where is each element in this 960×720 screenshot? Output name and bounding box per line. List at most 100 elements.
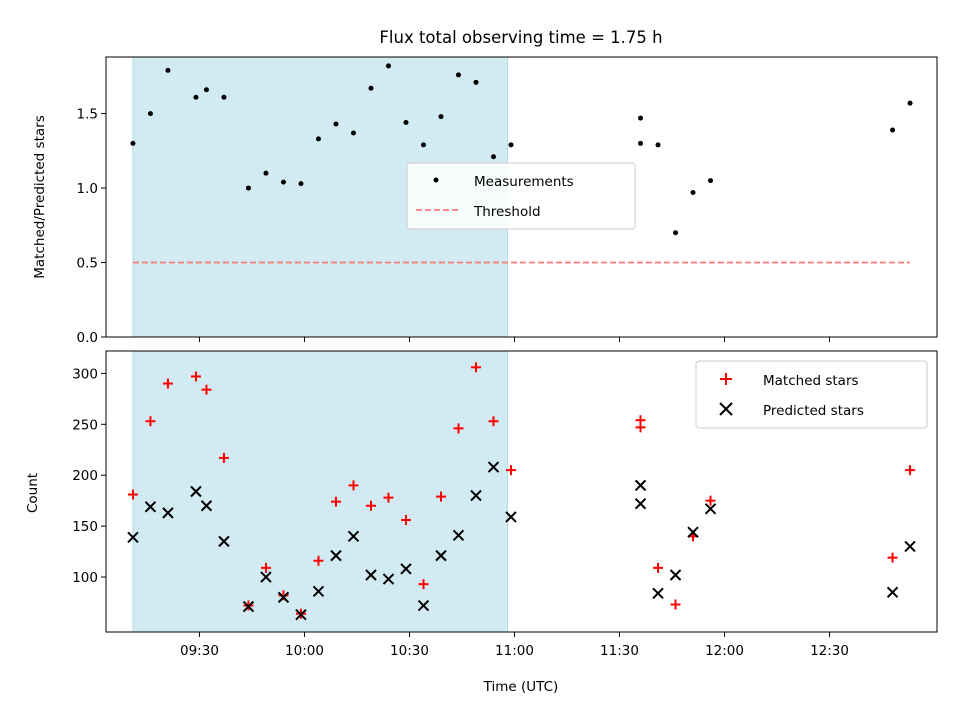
predicted-star-point [904,540,916,553]
predicted-star-point [470,489,482,502]
top-panel: 0.0 0.5 1.0 1.5 Matched/Predicted stars Mea… [32,56,938,346]
predicted-star-point [505,511,517,523]
predicted-star-point [886,586,899,599]
measurement-point [165,67,171,73]
measurement-point [490,154,496,160]
predicted-star-point [200,500,213,512]
matched-star-point [488,416,499,427]
xtick-label: 12:00 [705,643,744,659]
matched-star-point [190,371,201,382]
measurement-point [221,94,227,100]
matched-star-point [670,599,681,610]
predicted-star-point [652,587,664,600]
predicted-star-point [295,608,307,621]
legend-predicted-marker [719,402,733,416]
matched-star-point [383,492,394,503]
matched-star-point [145,416,156,427]
matched-star-point [400,515,411,526]
matched-star-point [218,452,229,463]
predicted-star-point [218,535,230,548]
measurement-point [638,115,644,121]
legend-measurements-label: Measurements [474,174,574,190]
x-axis-label: Time (UTC) [483,679,559,695]
predicted-star-point [190,485,202,498]
predicted-star-point [435,549,447,562]
legend-matched-label: Matched stars [763,373,859,389]
measurement-point [333,121,339,127]
predicted-star-point [144,501,157,513]
measurement-point [907,100,913,106]
bot-ytick-label: 200 [72,468,98,484]
chart-title: Flux total observing time = 1.75 h [379,28,662,47]
matched-star-point [418,579,429,590]
top-legend: Measurements Threshold [406,162,636,230]
bot-ytick-label: 250 [72,417,98,433]
measurement-point [203,87,209,93]
measurement-point [385,63,391,69]
matched-star-point [470,362,481,373]
measurement-point [280,179,286,185]
measurement-point [298,181,304,187]
matched-star-point [887,552,898,563]
top-axes-frame [105,56,938,338]
matched-star-point [365,500,376,511]
predicted-star-point [400,563,412,575]
legend-predicted-label: Predicted stars [763,403,864,419]
predicted-star-point [127,531,139,544]
bot-ytick-label: 150 [72,519,98,535]
matched-star-point [453,423,464,434]
matched-star-point [127,489,138,500]
predicted-star-point [634,479,647,492]
bot-ytick-label: 100 [72,570,98,586]
measurement-point [638,140,644,146]
predicted-star-point [347,530,360,543]
legend-measurements-marker [433,177,439,183]
predicted-star-point [365,569,377,581]
predicted-star-point [162,507,174,519]
predicted-star-point [669,569,682,581]
measurement-point [473,79,479,85]
xtick-label: 11:30 [600,643,639,659]
xtick-label: 12:30 [810,643,849,659]
matched-star-point [705,495,716,506]
matched-star-point [348,480,359,491]
matched-star-point [162,378,173,389]
measurement-point [245,185,251,191]
measurement-point [147,111,153,117]
matched-star-point [201,384,212,395]
measurement-point [420,142,426,148]
legend-threshold-label: Threshold [473,204,541,220]
predicted-star-point [687,526,699,538]
measurement-point [508,142,514,148]
matched-star-point [635,422,646,433]
top-ytick-label: 1.5 [77,107,98,123]
legend-matched-marker [720,373,732,385]
matched-star-point [435,491,446,502]
predicted-star-point [452,529,465,541]
bot-ytick-label: 300 [72,366,98,382]
measurement-point [673,230,679,236]
bottom-panel: 100 150 200 250 300 09:30 10:00 10:30 11:00 11:3… [25,350,938,695]
measurement-point [690,190,696,196]
measurement-point [655,142,661,148]
predicted-star-point [417,599,430,612]
measurement-point [315,136,321,142]
measurement-point [263,170,269,176]
matched-star-point [905,465,916,476]
predicted-star-point [242,600,255,613]
measurement-point [350,130,356,136]
matched-star-point [260,562,271,573]
predicted-star-point [382,573,395,585]
top-ytick-label: 0.5 [77,256,98,272]
xtick-label: 09:30 [180,643,219,659]
matched-star-point [653,562,664,573]
bottom-axes-frame [105,350,938,633]
top-ytick-label: 1.0 [77,181,98,197]
measurement-point [130,140,136,146]
predicted-star-point [330,549,342,562]
matched-star-point [330,496,341,507]
xtick-label: 10:30 [390,643,429,659]
bottom-legend: Matched stars Predicted stars [695,360,928,429]
predicted-star-point [312,585,325,597]
